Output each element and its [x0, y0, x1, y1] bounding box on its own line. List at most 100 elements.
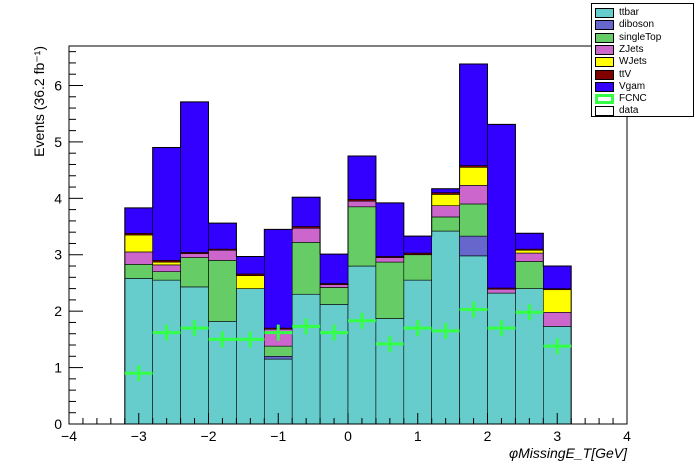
- bar-singletop-3: [208, 260, 237, 322]
- bar-ttbar-0: [124, 278, 154, 425]
- bar-vgam-7: [319, 253, 349, 284]
- x-tick-label: 1: [414, 428, 422, 444]
- legend-swatch: [595, 94, 614, 105]
- bar-singletop-2: [180, 257, 209, 288]
- legend-swatch: [595, 69, 614, 80]
- bar-zjets-13: [487, 288, 516, 294]
- bar-singletop-0: [124, 264, 154, 279]
- fcnc-point-13: [487, 320, 516, 337]
- bar-wjets-12: [459, 166, 488, 186]
- fcnc-point-2: [180, 320, 209, 337]
- x-tick-label: 3: [553, 428, 561, 444]
- bar-diboson-12: [459, 235, 488, 257]
- bar-zjets-11: [431, 205, 460, 218]
- x-tick-label: −3: [131, 428, 147, 444]
- y-tick-label: 0: [54, 416, 62, 432]
- fcnc-point-6: [292, 318, 321, 335]
- x-tick-label: 4: [623, 428, 631, 444]
- y-axis-title: Events (36.2 fb⁻¹): [31, 46, 47, 157]
- stack-outline-path: [124, 63, 572, 424]
- bar-zjets-14: [515, 252, 544, 262]
- bar-singletop-7: [319, 287, 349, 305]
- bar-vgam-14: [515, 233, 544, 250]
- legend-swatch: [595, 32, 614, 43]
- legend-label: ZJets: [619, 43, 644, 55]
- legend-label: data: [619, 105, 639, 117]
- fcnc-point-0: [124, 365, 153, 382]
- fcnc-point-14: [515, 304, 544, 321]
- bar-diboson-5: [263, 355, 293, 360]
- bar-singletop-1: [152, 271, 181, 281]
- y-axis: 0 1 2 3 4 5 6: [54, 51, 83, 432]
- bar-vgam-12: [459, 63, 488, 166]
- bar-vgam-11: [431, 188, 460, 193]
- bar-ttbar-7: [319, 304, 349, 425]
- bar-ttbar-1: [152, 279, 181, 425]
- x-tick-label: 2: [484, 428, 492, 444]
- bar-ttbar-2: [180, 286, 209, 425]
- bar-wjets-1: [152, 261, 181, 266]
- y-tick-label: 1: [54, 360, 62, 376]
- histogram-bars: [124, 63, 572, 425]
- bar-zjets-7: [319, 284, 349, 288]
- fcnc-point-5: [264, 324, 293, 341]
- legend-label: diboson: [619, 19, 655, 31]
- fcnc-point-9: [375, 335, 404, 352]
- bar-vgam-4: [236, 256, 265, 275]
- bar-vgam-10: [403, 235, 432, 254]
- legend-label: Vgam: [619, 80, 646, 92]
- y-tick-label: 5: [54, 134, 62, 150]
- bar-zjets-9: [375, 257, 405, 263]
- bar-zjets-3: [208, 249, 237, 261]
- fcnc-point-4: [236, 331, 265, 348]
- bar-singletop-11: [431, 216, 460, 232]
- bar-singletop-12: [459, 203, 488, 237]
- bar-zjets-12: [459, 185, 488, 205]
- bar-vgam-2: [180, 101, 209, 253]
- bar-zjets-8: [347, 200, 377, 208]
- bar-wjets-14: [515, 249, 544, 254]
- y-tick-label: 4: [54, 190, 62, 206]
- bar-singletop-6: [291, 242, 321, 295]
- legend-swatch: [595, 8, 614, 18]
- fcnc-point-12: [459, 301, 488, 318]
- legend-label: ttV: [619, 68, 632, 80]
- legend-swatch: [595, 20, 614, 31]
- stack-outline: [124, 63, 572, 424]
- bar-zjets-0: [124, 251, 154, 265]
- bar-singletop-10: [403, 254, 432, 281]
- x-tick-label: −4: [61, 428, 77, 444]
- bar-ttbar-4: [236, 288, 265, 425]
- bar-ttbar-13: [487, 292, 516, 425]
- legend-label: ttbar: [619, 7, 640, 18]
- bar-ttbar-8: [347, 265, 377, 425]
- bar-vgam-15: [542, 265, 572, 289]
- bar-ttbar-10: [403, 279, 432, 425]
- legend-swatch: [595, 81, 614, 92]
- fcnc-point-11: [431, 322, 460, 339]
- x-axis-title: φMissingE_T[GeV]: [509, 445, 628, 461]
- bar-vgam-6: [291, 196, 321, 227]
- legend-label: WJets: [619, 56, 647, 68]
- bar-wjets-11: [431, 194, 460, 206]
- legend-label: singleTop: [619, 31, 662, 43]
- legend-label: FCNC: [619, 93, 647, 105]
- legend: ttbar diboson singleTop ZJets WJets ttV Vgam FC…: [591, 3, 694, 117]
- bar-zjets-6: [291, 227, 321, 243]
- y-tick-label: 6: [54, 77, 62, 93]
- bar-singletop-9: [375, 261, 405, 319]
- x-tick-label: −1: [270, 428, 286, 444]
- y-tick-label: 3: [54, 247, 62, 263]
- legend-swatch: [595, 57, 614, 68]
- fcnc-point-8: [348, 312, 376, 329]
- bar-ttbar-9: [375, 318, 405, 425]
- bar-zjets-1: [152, 264, 181, 272]
- x-axis: −4 −3 −2 −1 0 1 2 3 4: [61, 413, 631, 444]
- x-tick-label: 0: [344, 428, 352, 444]
- bar-vgam-5: [263, 229, 293, 329]
- bar-vgam-0: [124, 207, 154, 234]
- y-tick-label: 2: [54, 303, 62, 319]
- bar-ttbar-12: [459, 255, 488, 425]
- fcnc-point-15: [543, 338, 572, 355]
- x-tick-label: −2: [201, 428, 217, 444]
